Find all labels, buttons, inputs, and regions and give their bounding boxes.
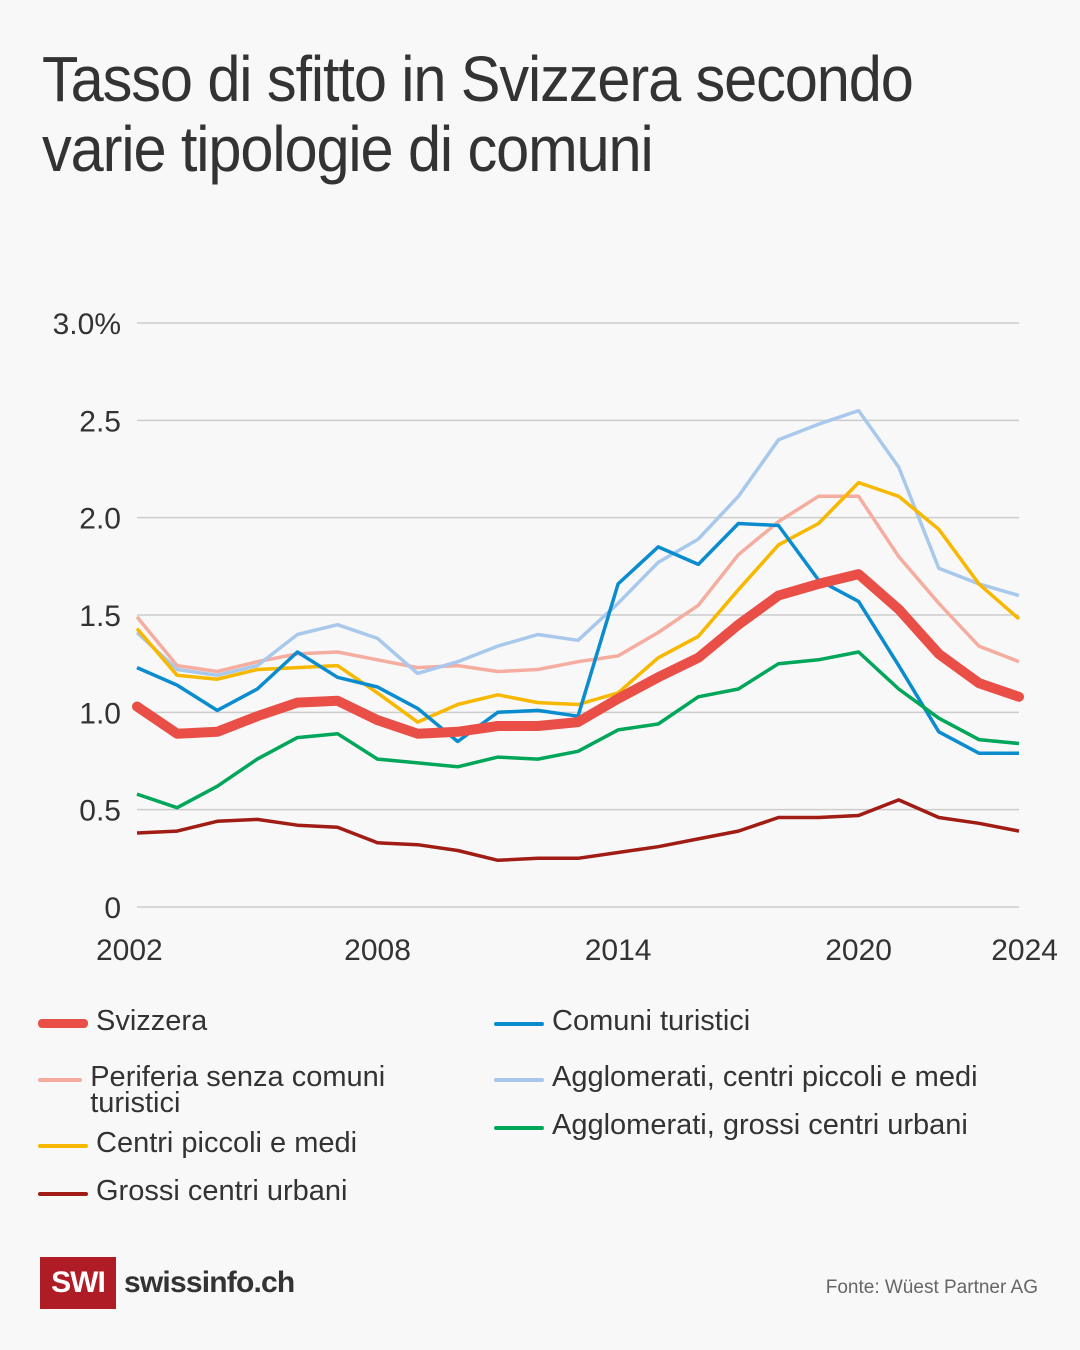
- series-line: [135, 408, 1020, 678]
- y-tick-label: 3.0%: [53, 308, 121, 341]
- legend-item: Agglomerati, grossi centri urbani: [494, 1109, 1014, 1141]
- legend-item: Agglomerati, centri piccoli e medi: [494, 1061, 1014, 1093]
- series-line: [136, 798, 1020, 863]
- series-periferia-senza-comuni-turistici: [135, 494, 1020, 674]
- y-tick-label: 2.5: [79, 405, 121, 438]
- swi-logo-text: swissinfo.ch: [124, 1266, 295, 1299]
- series-agglomerati-grossi-centri-urbani: [136, 650, 1020, 810]
- y-tick-label: 1.0: [79, 697, 121, 730]
- series-line: [135, 480, 1021, 724]
- series-line: [132, 569, 1024, 739]
- legend-label: Agglomerati, grossi centri urbani: [552, 1109, 968, 1141]
- source-note: Fonte: Wüest Partner AG: [825, 1277, 1038, 1298]
- legend-swatch: [494, 1022, 544, 1026]
- legend-item: Centri piccoli e medi: [38, 1127, 438, 1159]
- x-tick-label: 2008: [344, 934, 411, 967]
- series-line: [136, 650, 1020, 810]
- legend-label: Periferia senza comuni turistici: [90, 1061, 386, 1119]
- series-centri-piccoli-e-medi: [135, 480, 1021, 724]
- series-line: [135, 494, 1020, 674]
- legend-label: Grossi centri urbani: [96, 1175, 348, 1207]
- legend-label: Comuni turistici: [552, 1005, 751, 1037]
- x-tick-label: 2024: [991, 934, 1058, 967]
- legend-item: Svizzera: [38, 1005, 438, 1037]
- legend-item: Periferia senza comuni turistici: [38, 1061, 438, 1119]
- line-chart: 0 0.5 1.0 1.5 2.0 2.5 3.0% 2002 2008 2014 2020 202…: [53, 308, 1058, 967]
- y-tick-label: 1.5: [79, 600, 121, 633]
- swi-logo-mark: SWI: [40, 1257, 116, 1309]
- legend-label: Agglomerati, centri piccoli e medi: [552, 1061, 978, 1093]
- legend-swatch: [38, 1144, 88, 1148]
- x-tick-label: 2020: [825, 934, 892, 967]
- series-grossi-centri-urbani: [136, 798, 1020, 863]
- x-tick-label: 2014: [585, 934, 652, 967]
- swissinfo-logo: SWI swissinfo.ch: [40, 1257, 295, 1309]
- series-line: [136, 521, 1019, 755]
- legend-item: Grossi centri urbani: [38, 1175, 438, 1207]
- chart-title: Tasso di sfitto in Svizzera secondo vari…: [42, 43, 914, 185]
- legend-swatch: [38, 1078, 83, 1082]
- x-axis-ticks: 2002 2008 2014 2020 2024: [96, 934, 1058, 967]
- legend-swatch: [494, 1126, 544, 1130]
- series-agglomerati-centri-piccoli-e-medi: [135, 408, 1020, 678]
- y-tick-label: 0.5: [79, 795, 121, 828]
- legend-label: Svizzera: [96, 1005, 208, 1037]
- y-axis-ticks: 0 0.5 1.0 1.5 2.0 2.5 3.0%: [53, 308, 121, 925]
- y-tick-label: 0: [104, 892, 121, 925]
- series-lines: [132, 408, 1024, 863]
- x-tick-label: 2002: [96, 934, 163, 967]
- series-svizzera: [132, 569, 1024, 739]
- legend-swatch: [38, 1192, 88, 1196]
- legend-label: Centri piccoli e medi: [96, 1127, 358, 1159]
- y-tick-label: 2.0: [79, 503, 121, 536]
- legend-swatch: [38, 1019, 88, 1028]
- legend-swatch: [494, 1078, 544, 1082]
- legend-item: Comuni turistici: [494, 1005, 1014, 1037]
